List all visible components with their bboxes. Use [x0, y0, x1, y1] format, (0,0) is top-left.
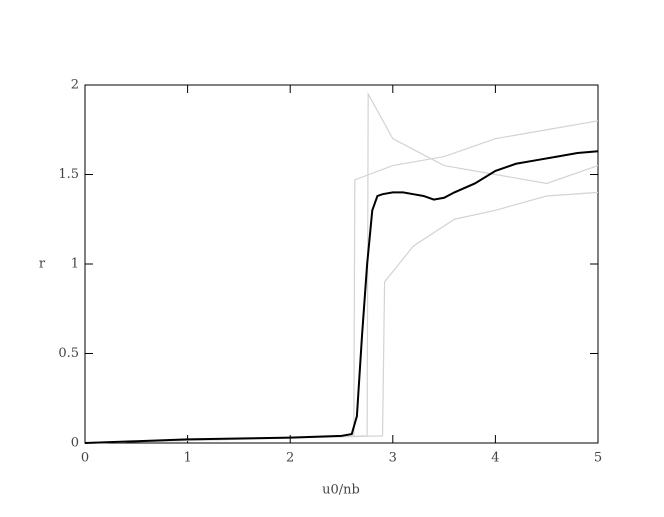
x-tick-label: 4	[491, 451, 499, 466]
y-axis-label: r	[39, 257, 46, 272]
x-tick-label: 0	[81, 451, 89, 466]
y-tick-label: 1.5	[58, 167, 79, 182]
y-tick-label: 0.5	[58, 346, 79, 361]
x-tick-label: 1	[183, 451, 191, 466]
plot-frame	[84, 84, 599, 444]
series-line	[84, 150, 599, 444]
x-axis-label: u0/nb	[322, 483, 360, 498]
y-tick-label: 0	[71, 436, 79, 451]
x-tick-label: 3	[389, 451, 397, 466]
series-line	[84, 191, 599, 444]
series-line	[84, 91, 599, 444]
series-line	[84, 120, 599, 444]
y-tick-label: 2	[71, 78, 79, 93]
x-tick-label: 5	[594, 451, 602, 466]
x-tick-label: 2	[286, 451, 294, 466]
y-tick-label: 1	[71, 257, 79, 272]
